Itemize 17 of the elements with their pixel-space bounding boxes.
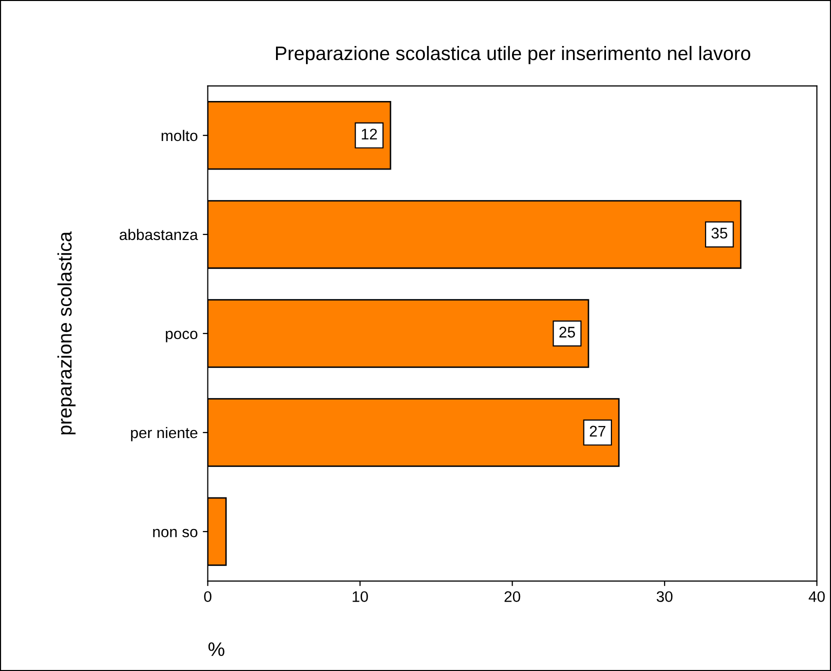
x-tick-label: 10 [352, 591, 368, 602]
x-tick-label: 30 [656, 591, 672, 602]
data-label: 25 [559, 326, 575, 338]
x-axis-title: % [208, 642, 224, 656]
y-tick-label: abbastanza [120, 228, 198, 240]
y-tick-label: non so [153, 528, 198, 538]
x-tick-label: 40 [808, 591, 825, 602]
data-label: 12 [362, 128, 377, 140]
data-label: 27 [590, 426, 606, 436]
y-tick-label: poco [166, 330, 198, 342]
y-axis-title: preparazione scolastica [57, 231, 76, 434]
y-tick-label: per niente [131, 426, 198, 442]
data-label: 35 [712, 228, 728, 239]
x-tick-label: 20 [504, 591, 520, 602]
x-tick-label: 0 [204, 591, 212, 602]
chart-title: Preparazione scolastica utile per inserimento nel lavoro [276, 46, 750, 64]
y-tick-label: molto [162, 130, 198, 142]
